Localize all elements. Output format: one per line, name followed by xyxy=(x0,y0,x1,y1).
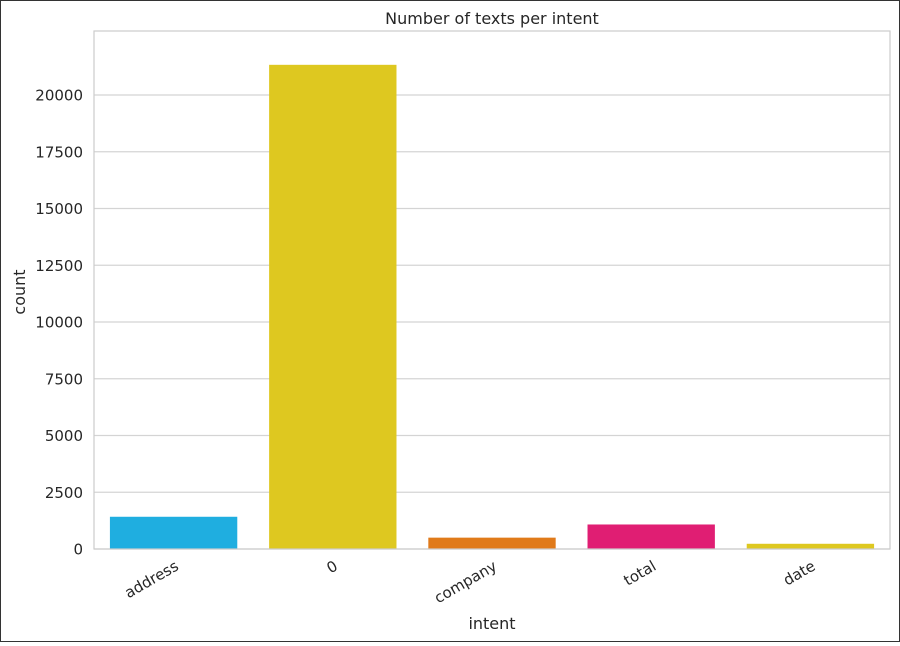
bars xyxy=(109,64,875,549)
y-tick-label: 17500 xyxy=(35,143,83,161)
y-tick-label: 7500 xyxy=(45,370,83,388)
x-tick-label: total xyxy=(620,557,659,590)
y-tick-label: 12500 xyxy=(35,257,83,275)
y-axis-label: count xyxy=(10,269,29,314)
y-tick-label: 20000 xyxy=(35,87,83,105)
y-tick-label: 0 xyxy=(73,541,83,559)
bar-address xyxy=(109,516,238,549)
bar-date xyxy=(746,543,875,549)
x-tick-label: date xyxy=(780,557,818,590)
x-tick-label: company xyxy=(431,557,500,607)
y-tick-label: 2500 xyxy=(45,484,83,502)
bar-company xyxy=(428,537,556,549)
bar-total xyxy=(587,524,715,549)
chart-title: Number of texts per intent xyxy=(385,9,599,28)
x-tick-label: 0 xyxy=(324,557,341,577)
y-tick-label: 10000 xyxy=(35,314,83,332)
x-tick-labels: address 0 company total date xyxy=(122,557,819,607)
y-tick-labels: 0 2500 5000 7500 10000 12500 15000 17500 20000 xyxy=(35,87,83,559)
gridlines xyxy=(94,94,890,550)
bar-0 xyxy=(269,64,397,549)
x-tick-label: address xyxy=(122,557,182,602)
y-tick-label: 5000 xyxy=(45,427,83,445)
x-axis-label: intent xyxy=(468,614,515,633)
y-tick-label: 15000 xyxy=(35,200,83,218)
plot-area-border xyxy=(93,30,891,550)
